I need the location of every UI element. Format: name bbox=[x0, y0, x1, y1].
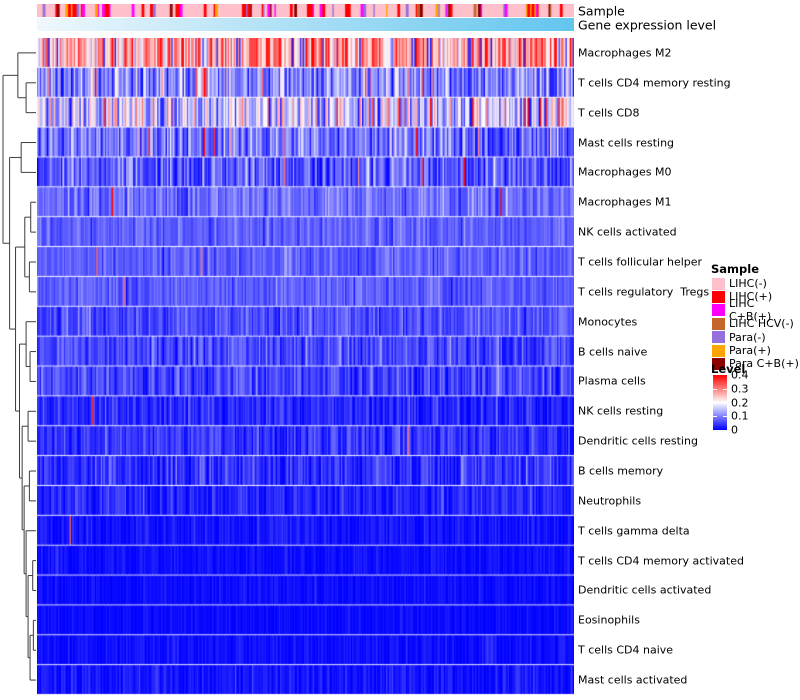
level-tick-mark bbox=[723, 402, 727, 404]
level-tick-label: 0 bbox=[731, 423, 738, 437]
legend-sample-item: Para(-) bbox=[712, 331, 766, 344]
legend-sample-item: LIHC C+B(+) bbox=[712, 297, 800, 323]
level-tick-mark bbox=[723, 388, 727, 390]
level-tick-mark bbox=[713, 402, 717, 404]
legend-swatch bbox=[712, 304, 725, 317]
heatmap-canvas bbox=[37, 38, 574, 695]
row-label: T cells CD4 memory resting bbox=[578, 76, 731, 90]
row-label: Monocytes bbox=[578, 315, 638, 329]
legend-item-label: Para(+) bbox=[729, 344, 771, 357]
row-label: Eosinophils bbox=[578, 613, 640, 627]
legend-level-title: Level bbox=[711, 362, 746, 376]
legend-item-label: Para C+B(+) bbox=[729, 357, 799, 371]
row-label: T cells CD4 memory activated bbox=[578, 554, 744, 568]
row-label: T cells CD4 naive bbox=[578, 643, 674, 657]
legend-swatch bbox=[712, 344, 725, 357]
level-tick-mark bbox=[713, 388, 717, 390]
legend-sample-item: LIHC HCV(-) bbox=[712, 317, 794, 330]
level-tick-label: 0.1 bbox=[731, 409, 749, 423]
row-label: B cells naive bbox=[578, 345, 648, 359]
row-label: Mast cells resting bbox=[578, 136, 675, 150]
legend-item-label: LIHC HCV(-) bbox=[729, 317, 794, 331]
level-tick-mark bbox=[713, 416, 717, 418]
level-tick-label: 0.2 bbox=[731, 396, 749, 409]
legend-item-label: LIHC(-) bbox=[729, 277, 767, 290]
legend-item-label: LIHC(+) bbox=[729, 290, 773, 304]
legend-item-label: LIHC C+B(+) bbox=[729, 297, 772, 324]
level-tick-label: 0.3 bbox=[731, 382, 749, 396]
row-label: Dendritic cells resting bbox=[578, 434, 698, 448]
row-label: T cells follicular helper bbox=[578, 255, 703, 269]
sample-annotation-label: Sample bbox=[578, 3, 625, 19]
row-label: Mast cells activated bbox=[578, 673, 688, 687]
legend-swatch bbox=[712, 277, 725, 290]
row-dendrogram bbox=[2, 52, 36, 681]
legend-sample-item: LIHC(-) bbox=[712, 277, 767, 290]
gene-expression-annotation-label: Gene expression level bbox=[578, 17, 717, 33]
level-tick-mark bbox=[723, 416, 727, 418]
row-label: T cells gamma delta bbox=[578, 524, 690, 538]
row-label: Neutrophils bbox=[578, 494, 642, 508]
gene-expression-annotation-bar bbox=[37, 18, 574, 31]
legend-swatch bbox=[712, 290, 725, 303]
legend-sample-title: Sample bbox=[711, 262, 759, 276]
legend-item-label: Para(-) bbox=[729, 330, 766, 344]
legend-sample-item: Para C+B(+) bbox=[712, 357, 799, 370]
row-label: NK cells resting bbox=[578, 404, 664, 418]
row-label: Macrophages M1 bbox=[578, 195, 672, 209]
row-label: T cells CD8 bbox=[578, 106, 640, 120]
row-label: B cells memory bbox=[578, 464, 664, 478]
row-label: Macrophages M2 bbox=[578, 46, 672, 60]
legend-sample-item: Para(+) bbox=[712, 344, 771, 357]
row-label: Plasma cells bbox=[578, 374, 646, 388]
legend-swatch bbox=[712, 357, 725, 370]
row-label: Macrophages M0 bbox=[578, 165, 672, 179]
row-label: Dendritic cells activated bbox=[578, 583, 712, 597]
sample-annotation-bar bbox=[37, 4, 574, 17]
row-label: NK cells activated bbox=[578, 225, 677, 239]
level-tick-label: 0.4 bbox=[731, 368, 749, 382]
legend-sample-item: LIHC(+) bbox=[712, 290, 772, 303]
row-label: T cells regulatory Tregs bbox=[578, 285, 710, 299]
legend-swatch bbox=[712, 331, 725, 344]
legend-swatch bbox=[712, 317, 725, 330]
